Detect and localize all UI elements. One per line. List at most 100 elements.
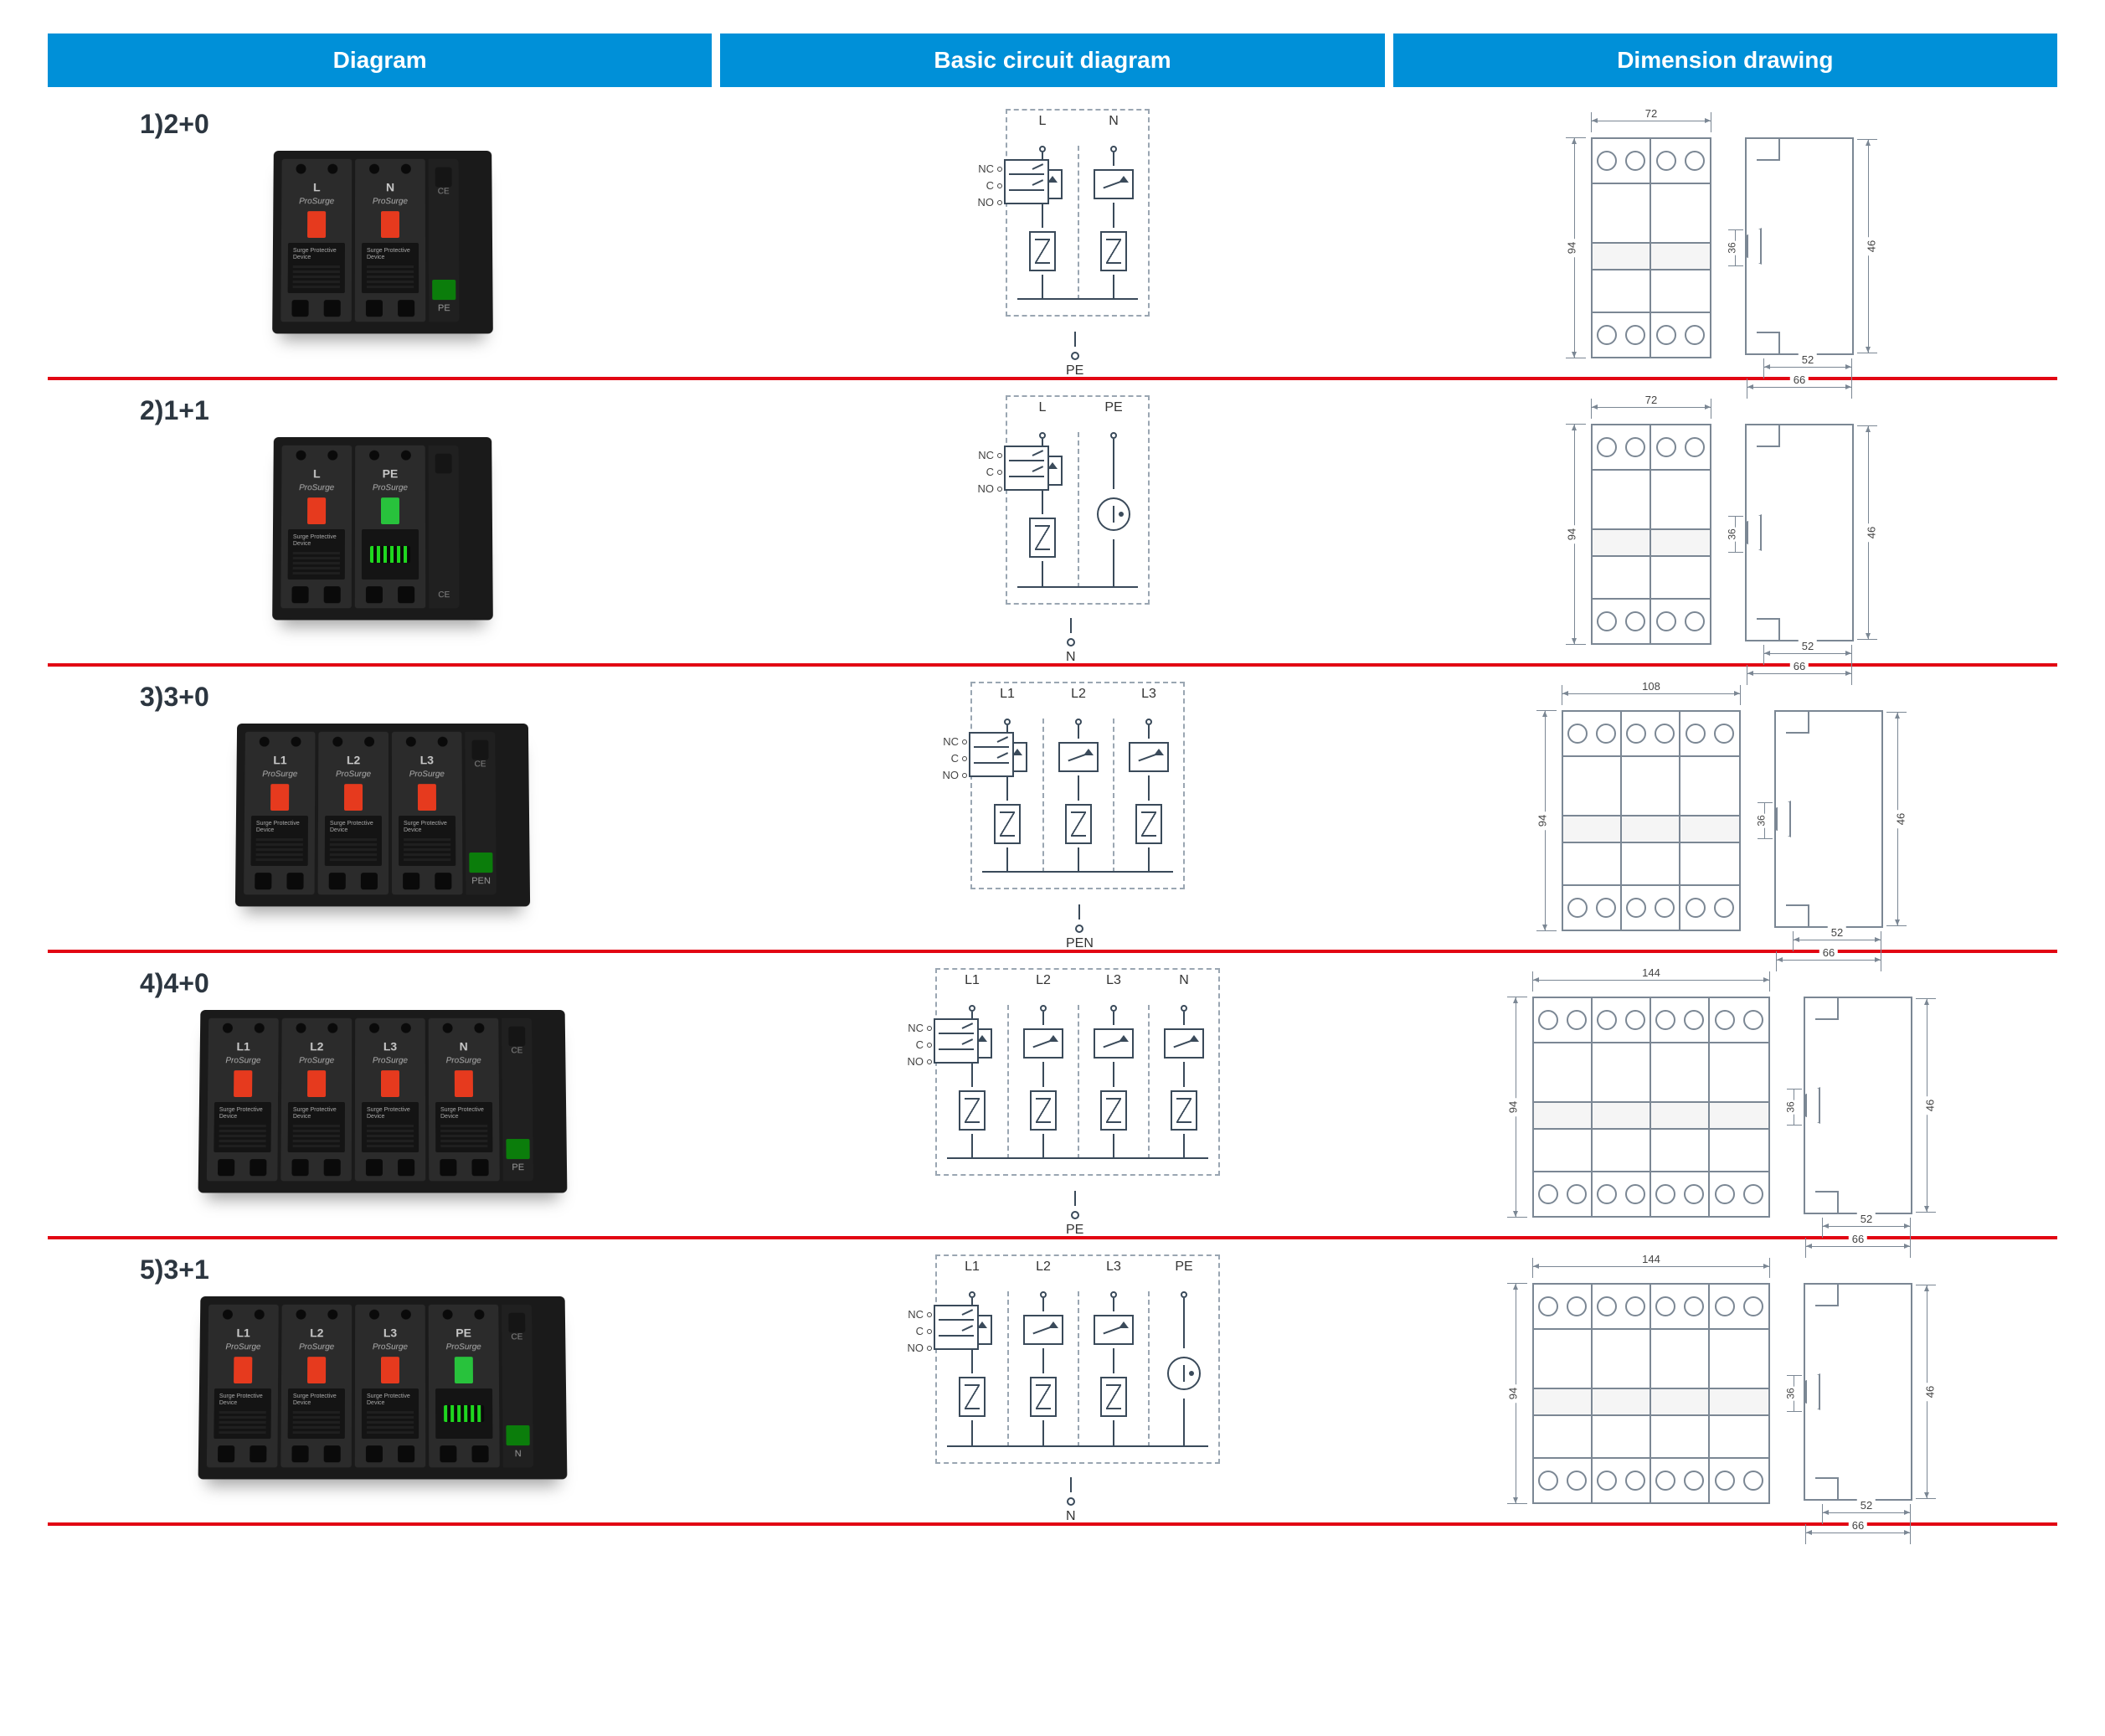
brand-label: ProSurge <box>299 483 334 492</box>
disconnector-icon <box>1164 1028 1204 1059</box>
bus-bar <box>982 871 1173 873</box>
circuit-pole: L3 <box>1078 1005 1148 1159</box>
rating-plate: Surge Protective Device <box>399 816 455 866</box>
bottom-terminal-label: N <box>1066 1509 1076 1524</box>
brand-label: ProSurge <box>446 1056 481 1065</box>
phase-label: L1 <box>236 1039 250 1053</box>
relay-labels: NCCNO <box>885 1308 932 1354</box>
indicator-window <box>381 1357 399 1383</box>
dimension-side-height: 46 <box>1857 425 1877 640</box>
dimension-width: 72 <box>1591 112 1711 132</box>
dimension-clip-height: 36 <box>1728 229 1743 266</box>
device-module: NProSurgeSurge Protective Device <box>355 159 425 322</box>
pe-label: N <box>515 1449 522 1459</box>
phase-label: PE <box>455 1326 471 1339</box>
mov-icon <box>1100 1377 1127 1417</box>
brand-label: ProSurge <box>373 483 408 492</box>
device-module: NProSurgeSurge Protective Device <box>429 1018 500 1181</box>
mov-icon <box>1029 231 1056 271</box>
phase-label: L <box>313 180 321 193</box>
earth-terminal <box>506 1425 529 1445</box>
device-module: L1ProSurgeSurge Protective Device <box>207 1305 279 1467</box>
table-body: 1)2+0LProSurgeSurge Protective DeviceNPr… <box>48 94 2057 1526</box>
device-module: L2 ProSurge Surge Protective Device <box>318 732 389 894</box>
row-label: 3)3+0 <box>140 682 209 713</box>
earth-terminal <box>469 853 492 873</box>
indicator-window <box>455 1070 473 1097</box>
indicator-window <box>344 784 363 811</box>
col-circuit: NCCNOL1L2L3NPE <box>718 968 1387 1176</box>
dimension-height: 94 <box>1566 424 1586 645</box>
phase-label: L1 <box>236 1326 250 1339</box>
phase-label: L3 <box>383 1039 397 1053</box>
page-container: Diagram Basic circuit diagram Dimension … <box>48 33 2057 1526</box>
pe-label: PEN <box>471 876 491 886</box>
top-terminal-label: L2 <box>1036 1260 1051 1275</box>
front-view: 10894 <box>1562 710 1741 931</box>
relay-labels: NCCNO <box>920 735 967 781</box>
relay-labels: NCCNO <box>955 449 1002 495</box>
dimension-drawing: 10894 46365266 <box>1562 710 1883 931</box>
side-panel: CEPE <box>429 159 460 322</box>
rating-plate: Surge Protective Device <box>214 1388 271 1439</box>
rating-plate: Surge Protective Device <box>362 1102 419 1152</box>
circuit-pole: L3 <box>1113 719 1183 873</box>
relay-contact-icon <box>969 732 1014 777</box>
brand-label: ProSurge <box>225 1056 260 1065</box>
disconnector-icon <box>1023 1315 1063 1345</box>
output-terminal: PE <box>1066 1191 1083 1238</box>
disconnector-icon <box>1129 742 1169 772</box>
disconnector-icon <box>1023 1028 1063 1059</box>
front-view: 7294 <box>1591 424 1711 645</box>
phase-label: PE <box>383 466 399 480</box>
indicator-window <box>455 1357 473 1383</box>
col-dimension: 1449446365266 <box>1387 1254 2057 1504</box>
bottom-terminal-label: PE <box>1066 363 1083 379</box>
rating-plate: Surge Protective Device <box>288 1102 345 1152</box>
phase-label: L2 <box>347 753 360 766</box>
rating-plate: Surge Protective Device <box>325 816 382 866</box>
relay-labels: NCCNO <box>885 1022 932 1068</box>
output-terminal: N <box>1066 618 1076 665</box>
brand-label: ProSurge <box>373 1342 408 1352</box>
relay-contact-icon <box>1004 446 1049 491</box>
brand-label: ProSurge <box>336 770 371 779</box>
circuit-pole: N <box>1148 1005 1218 1159</box>
circuit-frame: LN <box>1006 109 1150 317</box>
dimension-height: 94 <box>1566 137 1586 358</box>
rating-plate: Surge Protective Device <box>288 243 345 293</box>
disconnector-icon <box>1058 742 1099 772</box>
side-panel: CEPEN <box>465 732 496 894</box>
brand-label: ProSurge <box>409 770 445 779</box>
device-photo: LProSurgeSurge Protective DeviceNProSurg… <box>272 151 493 333</box>
device-photo: L1ProSurgeSurge Protective DeviceL2ProSu… <box>235 724 530 906</box>
indicator-window <box>381 1070 399 1097</box>
side-view: 46365266 <box>1745 137 1854 355</box>
dimension-clip-height: 36 <box>1758 802 1773 839</box>
col-diagram: 4)4+0L1ProSurgeSurge Protective DeviceL2… <box>48 968 718 1193</box>
relay-contact-icon <box>934 1018 979 1064</box>
top-terminal-label: L1 <box>965 973 980 988</box>
col-diagram: 2)1+1LProSurgeSurge Protective DevicePEP… <box>48 395 718 620</box>
dimension-depth-outer: 66 <box>1805 1238 1911 1258</box>
mov-icon <box>959 1090 986 1131</box>
device-module: L2ProSurgeSurge Protective Device <box>280 1018 352 1181</box>
top-terminal-label: PE <box>1104 400 1122 415</box>
dimension-clip-height: 36 <box>1728 516 1743 553</box>
phase-label: N <box>386 180 394 193</box>
mov-icon <box>1065 804 1092 844</box>
mov-icon <box>1030 1090 1057 1131</box>
top-terminal-label: N <box>1179 973 1189 988</box>
dimension-drawing: 1449446365266 <box>1532 1283 1912 1504</box>
side-view: 46365266 <box>1774 710 1883 928</box>
output-terminal: PE <box>1066 332 1083 379</box>
col-circuit: NCCNOLPEN <box>718 395 1387 605</box>
npe-plate <box>362 529 419 580</box>
circuit-pole: L2 <box>1007 1005 1078 1159</box>
device-module: L3ProSurgeSurge Protective Device <box>392 732 463 894</box>
disconnector-icon <box>1094 169 1134 199</box>
pe-label: PE <box>438 303 450 313</box>
mov-icon <box>1135 804 1162 844</box>
rating-plate: Surge Protective Device <box>288 1388 345 1439</box>
table-row: 3)3+0L1ProSurgeSurge Protective DeviceL2… <box>48 667 2057 953</box>
